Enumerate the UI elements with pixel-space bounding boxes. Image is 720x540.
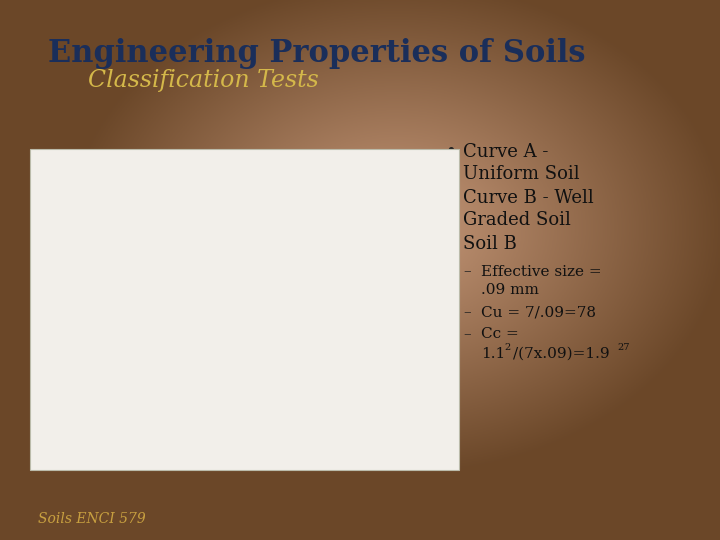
Text: A: A [232, 202, 235, 207]
Text: •: • [445, 189, 456, 207]
Text: 3": 3" [405, 200, 410, 204]
Text: 11/2": 11/2" [372, 200, 382, 204]
Text: Curve A -: Curve A - [463, 143, 549, 161]
Text: 27: 27 [617, 343, 629, 352]
Text: Classification Tests: Classification Tests [88, 69, 319, 92]
Y-axis label: Percentage passing: Percentage passing [61, 288, 66, 341]
Text: –: – [463, 265, 471, 279]
Text: 20    Ch. 1  Engineering Properties of Soils: 20 Ch. 1 Engineering Properties of Soils [39, 158, 150, 163]
Text: 62%: 62% [275, 279, 287, 285]
Text: Cc =: Cc = [481, 327, 518, 341]
Text: /(7x.09)=1.9: /(7x.09)=1.9 [513, 347, 610, 361]
Text: –: – [463, 305, 471, 319]
Text: 3/4": 3/4" [339, 200, 347, 204]
Text: 4: 4 [269, 200, 271, 204]
Text: 2: 2 [504, 343, 510, 353]
FancyBboxPatch shape [30, 148, 459, 470]
Text: –: – [463, 327, 471, 341]
Text: B: B [406, 207, 410, 212]
Text: 1.1: 1.1 [481, 347, 505, 361]
Text: C: C [380, 229, 384, 234]
Text: Engineering Properties of Soils: Engineering Properties of Soils [48, 38, 585, 69]
Text: 100: 100 [159, 200, 167, 204]
X-axis label: Grain size (mm): Grain size (mm) [230, 451, 274, 456]
Text: Graded Soil: Graded Soil [463, 211, 571, 228]
Text: 29%: 29% [95, 359, 105, 363]
Text: Curve B - Well: Curve B - Well [463, 189, 594, 207]
Text: •: • [445, 143, 456, 161]
Text: 3/8": 3/8" [305, 200, 312, 204]
Text: 50 40 30 20 16: 50 40 30 20 16 [186, 200, 217, 204]
Text: Cu = 7/.09=78: Cu = 7/.09=78 [481, 305, 596, 319]
Text: 10 8: 10 8 [244, 200, 253, 204]
Text: Effective size =: Effective size = [481, 265, 602, 279]
Text: LOG SCALE: LOG SCALE [333, 451, 371, 457]
Text: .09 mm: .09 mm [481, 284, 539, 298]
Text: 41%: 41% [201, 330, 212, 335]
Text: Figure 1-10  Grain-size distribution curves.: Figure 1-10 Grain-size distribution curv… [48, 458, 160, 463]
Text: Uniform Soil: Uniform Soil [463, 165, 580, 183]
Text: Soils ENCI 579: Soils ENCI 579 [38, 512, 145, 526]
Text: 200: 200 [138, 200, 145, 204]
Text: U.S. Standard Sieve Series: U.S. Standard Sieve Series [208, 187, 281, 192]
Text: Soil B: Soil B [463, 235, 517, 253]
Text: •: • [445, 235, 456, 253]
